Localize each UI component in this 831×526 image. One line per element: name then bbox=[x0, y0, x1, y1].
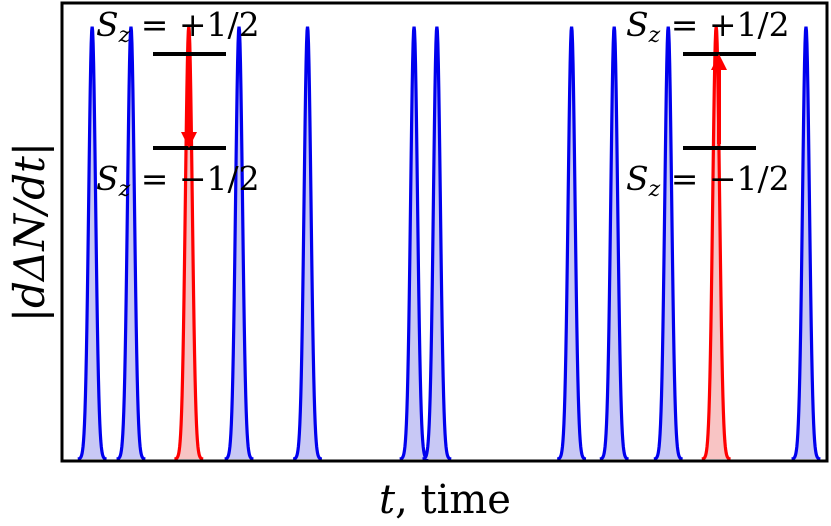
blue-pulse-9 bbox=[791, 26, 821, 461]
right-lower-label: Sz = −1/2 bbox=[626, 159, 790, 202]
y-axis-label: |dΔN/dt| bbox=[5, 142, 54, 322]
red-pulse-1 bbox=[701, 26, 731, 461]
blue-pulse-1 bbox=[116, 26, 146, 461]
blue-pulse-7 bbox=[599, 26, 629, 461]
right-transition-diagram: Sz = +1/2 Sz = −1/2 bbox=[626, 5, 790, 202]
plot-frame bbox=[60, 1, 829, 463]
left-upper-label: Sz = +1/2 bbox=[96, 5, 260, 48]
blue-pulse-4 bbox=[399, 26, 429, 461]
pulse-series bbox=[77, 26, 821, 461]
x-axis-label: t, time bbox=[379, 477, 511, 523]
right-upper-label: Sz = +1/2 bbox=[626, 5, 790, 48]
x-axis-variable: t bbox=[379, 477, 396, 523]
blue-pulse-0 bbox=[77, 26, 107, 461]
pulse-fill-0-2 bbox=[224, 26, 254, 460]
pulse-fill-0-3 bbox=[293, 26, 322, 460]
pulse-fill-0-7 bbox=[599, 26, 629, 460]
pulse-fill-0-6 bbox=[557, 26, 586, 460]
pulse-fill-0-4 bbox=[399, 26, 429, 460]
pulse-fill-0-0 bbox=[77, 26, 107, 460]
pulse-fill-0-1 bbox=[116, 26, 146, 460]
pulse-fill-0-9 bbox=[791, 26, 821, 460]
left-lower-label: Sz = −1/2 bbox=[96, 159, 260, 202]
pulse-fill-1-0 bbox=[174, 26, 204, 460]
pulse-fill-1-1 bbox=[701, 26, 731, 460]
x-axis-text: , time bbox=[395, 477, 511, 523]
left-transition-diagram: Sz = +1/2 Sz = −1/2 bbox=[96, 5, 260, 202]
pulse-fill-0-5 bbox=[422, 26, 452, 460]
blue-pulse-3 bbox=[292, 26, 323, 461]
blue-pulse-2 bbox=[224, 26, 254, 461]
blue-pulse-8 bbox=[653, 26, 683, 461]
blue-pulse-5 bbox=[422, 26, 452, 461]
red-pulse-0 bbox=[174, 26, 204, 461]
blue-pulse-6 bbox=[557, 26, 587, 461]
pulse-fill-0-8 bbox=[653, 26, 683, 460]
